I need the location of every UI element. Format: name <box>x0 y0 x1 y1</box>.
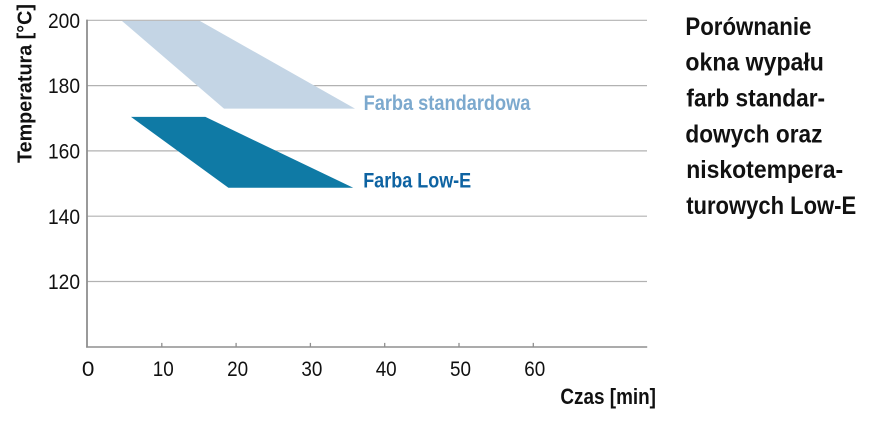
svg-text:Farba standardowa: Farba standardowa <box>364 91 532 115</box>
svg-text:160: 160 <box>48 140 80 164</box>
svg-text:50: 50 <box>450 357 471 381</box>
svg-text:Czas [min]: Czas [min] <box>560 384 656 409</box>
svg-text:10: 10 <box>153 357 174 381</box>
svg-text:Farba Low-E: Farba Low-E <box>363 168 471 192</box>
svg-text:200: 200 <box>48 9 80 33</box>
svg-text:okna wypału: okna wypału <box>685 49 824 77</box>
svg-text:180: 180 <box>48 74 80 98</box>
svg-text:0: 0 <box>82 357 95 381</box>
svg-text:Porównanie: Porównanie <box>685 13 811 41</box>
svg-text:40: 40 <box>376 357 397 381</box>
svg-text:niskotempera-: niskotempera- <box>686 156 843 184</box>
svg-text:farb standar-: farb standar- <box>686 85 825 113</box>
svg-text:120: 120 <box>48 270 80 294</box>
svg-text:140: 140 <box>48 205 80 229</box>
svg-text:turowych Low-E: turowych Low-E <box>686 192 856 220</box>
svg-text:30: 30 <box>301 357 322 381</box>
svg-text:20: 20 <box>227 357 248 381</box>
svg-text:dowych oraz: dowych oraz <box>685 120 822 148</box>
svg-text:60: 60 <box>524 357 545 381</box>
svg-text:Temperatura [°C]: Temperatura [°C] <box>15 4 37 163</box>
